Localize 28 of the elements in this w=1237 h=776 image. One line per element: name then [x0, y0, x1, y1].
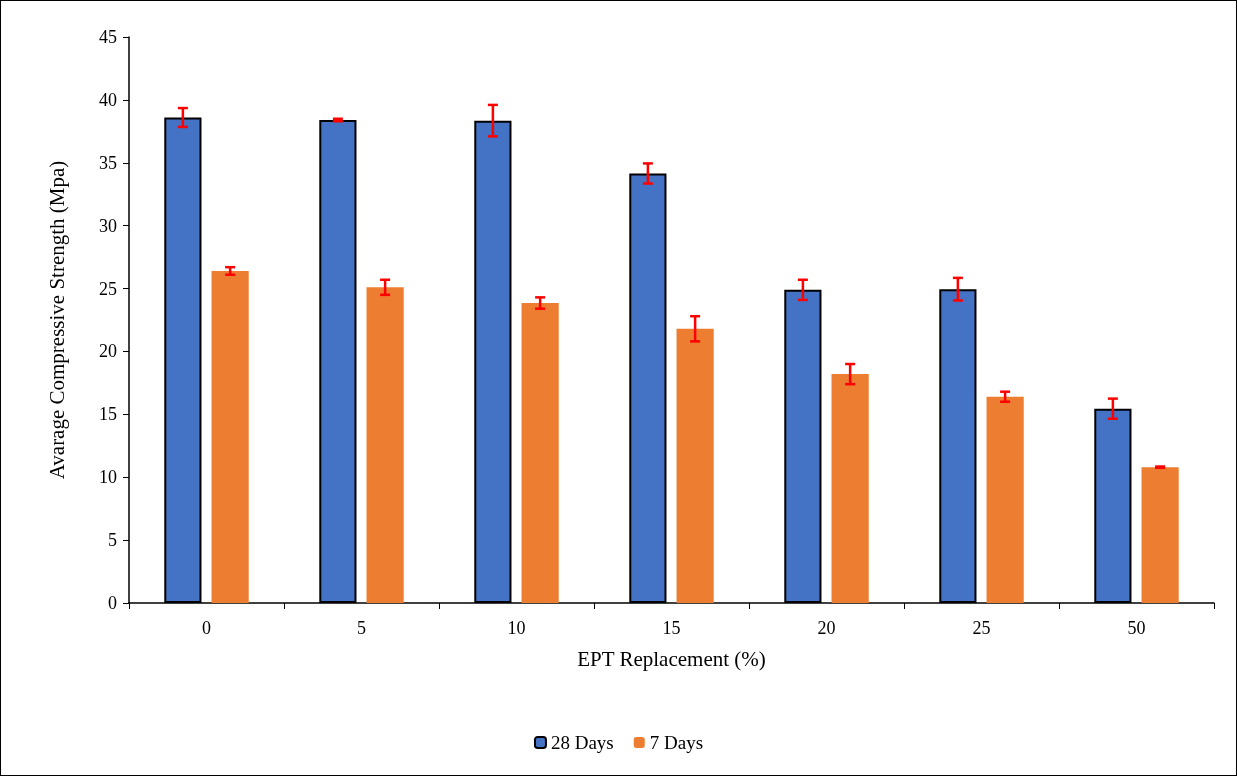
y-tick-label: 30 — [99, 215, 117, 236]
x-tick-label: 50 — [1127, 618, 1146, 638]
x-tick-label: 5 — [357, 618, 366, 638]
x-axis-title: EPT Replacement (%) — [577, 646, 766, 671]
bar — [831, 374, 869, 603]
bar — [986, 396, 1024, 603]
y-tick-label: 35 — [99, 152, 117, 173]
y-tick-label: 0 — [108, 593, 117, 613]
bar — [211, 270, 249, 603]
y-tick-label: 15 — [99, 404, 117, 425]
x-tick-label: 15 — [662, 618, 681, 638]
legend-label: 28 Days — [550, 732, 614, 753]
x-tick-label: 0 — [202, 618, 211, 638]
y-tick-label: 25 — [99, 278, 117, 299]
x-tick-label: 25 — [972, 618, 991, 638]
y-tick-label: 20 — [99, 341, 117, 362]
y-tick-label: 45 — [99, 27, 117, 47]
y-tick-label: 10 — [99, 467, 117, 488]
y-tick-label: 5 — [108, 530, 117, 551]
x-tick-label: 10 — [507, 618, 526, 638]
x-tick-label: 20 — [817, 618, 836, 638]
y-tick-label: 40 — [99, 89, 117, 110]
bar — [676, 328, 714, 603]
legend-label: 7 Days — [649, 732, 704, 753]
bar — [366, 287, 404, 603]
y-axis-title: Avarage Compressive Strength (Mpa) — [44, 160, 69, 480]
bar — [521, 303, 559, 603]
bar — [1141, 467, 1179, 603]
